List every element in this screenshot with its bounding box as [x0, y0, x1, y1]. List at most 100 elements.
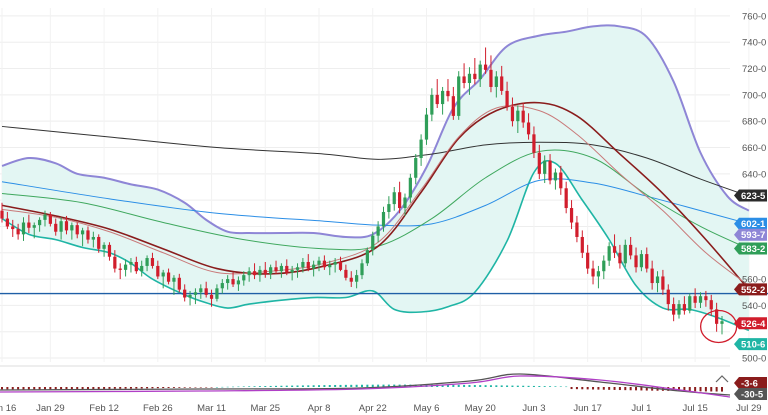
candle-body [537, 152, 541, 174]
macd-histogram-bar [92, 387, 95, 390]
candle-body [602, 260, 606, 272]
candle-body [21, 222, 26, 235]
candle-body [38, 219, 42, 226]
candle-body [0, 210, 4, 219]
macd-histogram-bar [49, 387, 52, 390]
macd-histogram-bar [242, 386, 245, 387]
macd-histogram-bar [237, 386, 240, 388]
x-tick-label: Jan 29 [36, 403, 65, 414]
macd-panel: -3-6-30-5 [0, 365, 767, 401]
x-tick-label: Jul 1 [631, 403, 651, 414]
macd-histogram-bar [108, 387, 111, 389]
candle-body [575, 222, 579, 237]
candle-body [457, 76, 461, 116]
candle-body [43, 214, 47, 220]
macd-histogram-bar [54, 387, 57, 390]
macd-histogram-bar [162, 387, 165, 389]
candle-body [500, 76, 504, 91]
macd-histogram-bar [27, 387, 30, 390]
y-tick-label: 500-0 [742, 354, 766, 365]
macd-histogram-bar [38, 387, 41, 390]
price-badge: 602-1 [734, 217, 767, 230]
candle-body [295, 267, 300, 270]
candle-body [505, 90, 509, 107]
price-badge-shape [734, 317, 767, 330]
macd-histogram-bar [721, 387, 723, 392]
y-tick-label: 760-0 [742, 11, 766, 22]
bollinger-band [1, 24, 750, 332]
candle-body [301, 261, 305, 268]
macd-histogram-bar [253, 386, 256, 387]
macd-histogram-bar [506, 385, 509, 387]
candle-body [97, 236, 101, 249]
candle-body [473, 73, 477, 80]
candle-body [408, 177, 412, 198]
macd-histogram-bar [715, 387, 718, 392]
x-tick-label: Jun 3 [522, 403, 545, 414]
macd-histogram-bar [527, 385, 530, 387]
macd-histogram-bar [97, 387, 100, 390]
candle-body [478, 64, 482, 80]
candle-body [11, 226, 15, 230]
price-badge-label: 552-2 [741, 285, 765, 296]
macd-histogram-bar [124, 387, 127, 389]
macd-histogram-bar [382, 384, 385, 387]
candle-body [371, 235, 375, 251]
macd-histogram-bar [156, 387, 159, 389]
candle-body [666, 289, 670, 305]
macd-histogram-bar [645, 387, 648, 391]
candle-body [199, 288, 203, 293]
macd-badge-label: -30-5 [741, 390, 764, 401]
macd-histogram-bar [441, 384, 444, 387]
candle-body [344, 269, 348, 278]
candle-body [569, 208, 574, 223]
x-tick-label: Jan 16 [0, 403, 16, 414]
macd-histogram-bar [318, 385, 321, 387]
y-tick-label: 540-0 [742, 301, 766, 312]
candle-body [134, 261, 138, 272]
macd-histogram-bar [151, 387, 154, 389]
candle-body [720, 321, 724, 324]
macd-histogram-bar [371, 384, 374, 387]
candle-body [698, 296, 703, 303]
macd-histogram-bar [334, 384, 337, 387]
price-badge: 510-6 [734, 338, 767, 351]
candle-body [285, 265, 289, 273]
candle-body [440, 90, 445, 105]
candle-body [360, 263, 364, 276]
candle-body [166, 272, 171, 282]
candle-body [532, 134, 536, 153]
x-tick-label: Apr 22 [359, 403, 387, 414]
macd-histogram-bar [516, 385, 519, 387]
macd-histogram-bar [1, 387, 3, 390]
macd-histogram-bar [704, 387, 707, 392]
macd-histogram-bar [312, 385, 315, 387]
price-badge-label: 602-1 [741, 219, 766, 230]
macd-histogram-bar [489, 385, 492, 387]
candle-body [586, 252, 590, 269]
price-badge-label: 593-7 [741, 230, 765, 241]
x-tick-label: Jul 15 [682, 403, 707, 414]
macd-histogram-bar [129, 387, 132, 389]
macd-histogram-bar [377, 384, 380, 387]
candle-body [424, 114, 429, 140]
price-badge-shape [734, 283, 767, 296]
candle-body [242, 275, 246, 281]
x-tick-label: Jul 29 [736, 403, 761, 414]
candle-body [16, 229, 20, 235]
macd-histogram-bar [119, 387, 122, 389]
moving-averages [1, 101, 750, 291]
candle-body [156, 265, 160, 277]
candle-body [623, 244, 627, 264]
candle-body [553, 172, 558, 181]
macd-histogram-bar [710, 387, 713, 392]
macd-histogram-bar [178, 387, 181, 388]
macd-histogram-bar [387, 384, 390, 387]
candle-body [398, 192, 402, 209]
macd-histogram-bar [81, 387, 84, 390]
price-badge-shape [734, 189, 767, 202]
candle-body [462, 76, 466, 84]
candle-body [188, 294, 192, 298]
y-tick-label: 740-0 [742, 38, 766, 49]
